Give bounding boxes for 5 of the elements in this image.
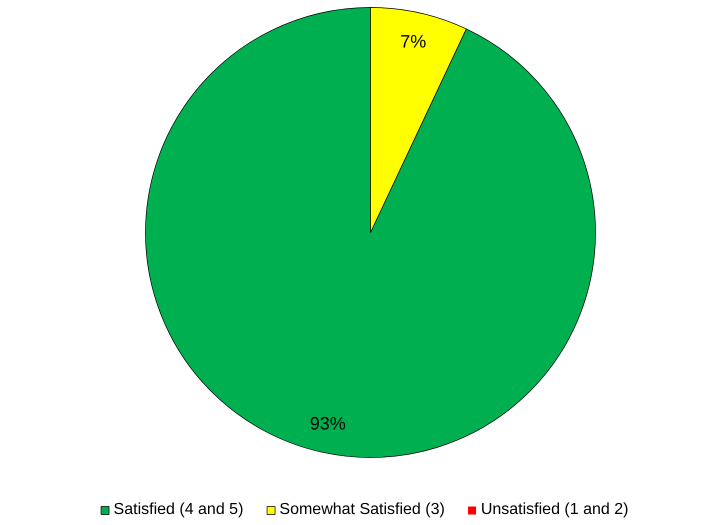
data-label: 93%	[310, 414, 346, 434]
legend-label: Satisfied (4 and 5)	[114, 501, 244, 519]
data-label: 7%	[400, 31, 426, 52]
legend-label: Unsatisfied (1 and 2)	[480, 501, 628, 519]
legend-label: Somewhat Satisfied (3)	[279, 501, 445, 519]
